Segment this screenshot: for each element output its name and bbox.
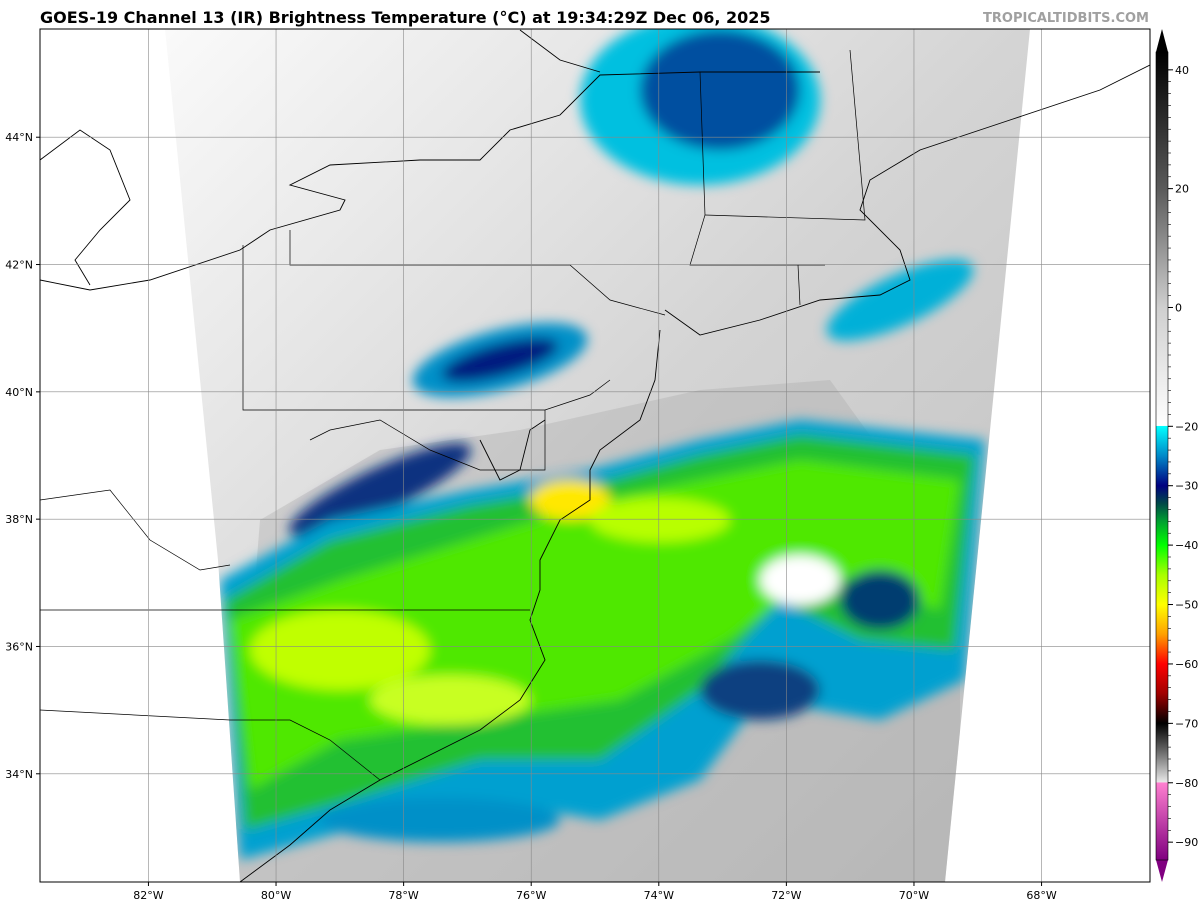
- cloud-layer: [220, 29, 985, 882]
- colorbar-bar: [1156, 52, 1168, 860]
- lon-label: 82°W: [133, 889, 163, 902]
- lat-label: 40°N: [5, 386, 33, 399]
- colorbar-tick-label: −90: [1175, 836, 1198, 849]
- lon-label: 76°W: [516, 889, 546, 902]
- colorbar-tick-label: −30: [1175, 480, 1198, 493]
- lon-label: 78°W: [388, 889, 418, 902]
- colorbar-tick-label: 40: [1175, 64, 1189, 77]
- lat-label: 38°N: [5, 513, 33, 526]
- colorbar-tick-label: −80: [1175, 777, 1198, 790]
- graticule: [40, 29, 1150, 882]
- lon-label: 70°W: [899, 889, 929, 902]
- colorbar-tick-label: 20: [1175, 183, 1189, 196]
- lon-label: 74°W: [644, 889, 674, 902]
- lat-label: 36°N: [5, 640, 33, 653]
- colorbar-tick-label: −70: [1175, 717, 1198, 730]
- colorbar-tick-label: −50: [1175, 599, 1198, 612]
- colorbar: 40 20 0 −20 −30 −40 −50 −60 −70 −80 −90: [1155, 29, 1198, 882]
- lon-label: 80°W: [261, 889, 291, 902]
- colorbar-tick-label: 0: [1175, 301, 1182, 314]
- lat-label: 42°N: [5, 259, 33, 272]
- colorbar-max-extension: [1156, 29, 1168, 52]
- map-frame: [39, 28, 1151, 883]
- lon-label: 72°W: [771, 889, 801, 902]
- colorbar-tick-label: −40: [1175, 539, 1198, 552]
- lon-label: 68°W: [1026, 889, 1056, 902]
- colorbar-tick-label: −20: [1175, 420, 1198, 433]
- colorbar-tick-label: −60: [1175, 658, 1198, 671]
- lat-label: 34°N: [5, 768, 33, 781]
- colorbar-outline: [1155, 51, 1169, 861]
- state-borders: [40, 49, 866, 781]
- lat-label: 44°N: [5, 131, 33, 144]
- map-title: GOES-19 Channel 13 (IR) Brightness Tempe…: [40, 8, 771, 27]
- coastlines: [40, 29, 1150, 882]
- watermark: TROPICALTIDBITS.COM: [983, 11, 1149, 26]
- colorbar-min-extension: [1156, 860, 1168, 882]
